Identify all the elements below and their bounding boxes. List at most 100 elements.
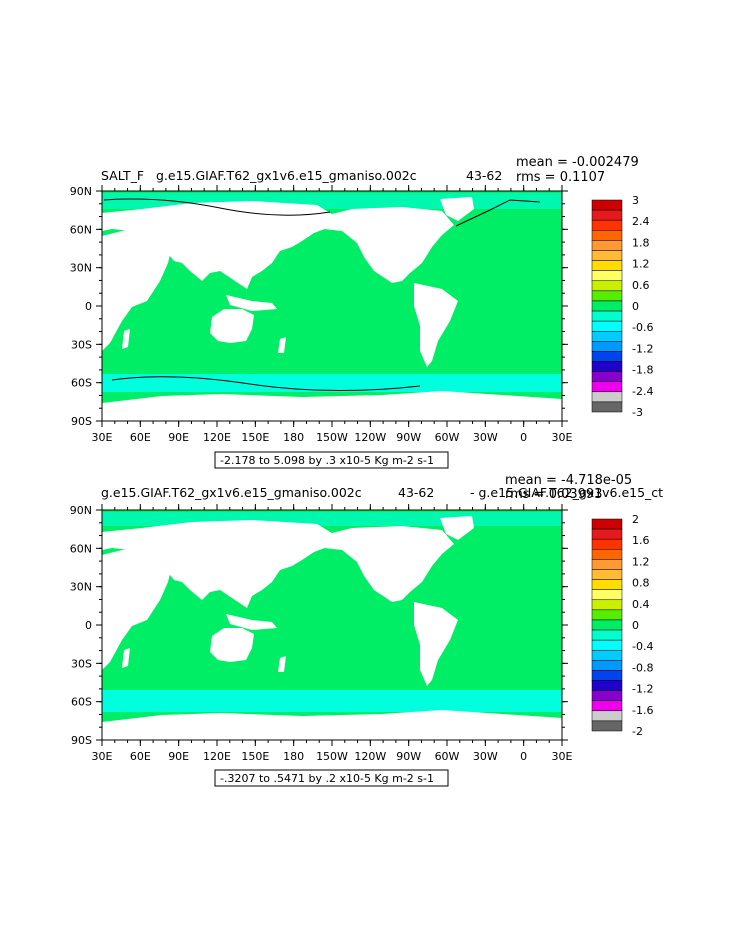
panel-2-range-box [214, 769, 449, 787]
colorbar-label: 1.6 [632, 534, 650, 547]
colorbar-label: -0.8 [632, 661, 653, 674]
panel-2-colorbar: 2 1.6 1.2 0.8 0.4 0 -0.4 -0.8 -1.2 -1.6 -2 [591, 513, 653, 738]
colorbar-swatch [591, 649, 623, 661]
colorbar-swatch [591, 599, 623, 611]
lon-tick-label: 60W [435, 431, 460, 444]
colorbar-swatch [591, 619, 623, 631]
colorbar-swatch [591, 589, 623, 601]
lon-tick-label: 150W [316, 431, 348, 444]
lon-tick-label: 0 [520, 750, 527, 763]
panel-2-arctic-band [102, 512, 562, 526]
colorbar-swatch [591, 260, 623, 271]
colorbar-label: -2.4 [632, 385, 653, 398]
panel-1-rms: rms = 0.1107 [516, 170, 605, 185]
colorbar-swatch [591, 361, 623, 372]
colorbar-label: 2.4 [632, 215, 650, 228]
lon-tick-label: 30W [473, 750, 498, 763]
lon-tick-label: 120W [354, 750, 386, 763]
colorbar-swatch [591, 639, 623, 651]
colorbar-label: -3 [632, 406, 643, 419]
panel-2-rms: rms = 0.03993 [505, 487, 602, 502]
lat-tick-label: 60N [70, 223, 92, 236]
panel-1-lat-ticks: 90N 60N 30N 0 30S 60S 90S [70, 185, 568, 428]
colorbar-swatch [591, 391, 623, 403]
panel-2-lat-ticks: 90N 60N 30N 0 30S 60S 90S [70, 504, 568, 747]
colorbar-swatch [591, 518, 623, 530]
colorbar-swatch [591, 670, 623, 681]
colorbar-label: -0.6 [632, 321, 653, 334]
colorbar-swatch [591, 609, 623, 621]
lon-tick-label: 180 [283, 750, 304, 763]
panel-1: SALT_F g.e15.GIAF.T62_gx1v6.e15_gmaniso.… [70, 155, 653, 469]
colorbar-swatch [591, 680, 623, 691]
lon-tick-label: 150E [241, 431, 269, 444]
colorbar-label: 1.2 [632, 555, 650, 568]
colorbar-swatch [591, 341, 623, 352]
panel-1-title-years: 43-62 [466, 168, 502, 183]
lon-tick-label: 90E [168, 431, 189, 444]
colorbar-swatch [591, 230, 623, 241]
lon-tick-label: 30E [92, 431, 113, 444]
colorbar-swatch [591, 710, 623, 722]
lon-tick-label: 30E [552, 431, 573, 444]
colorbar-swatch [591, 270, 623, 282]
lon-tick-label: 120W [354, 431, 386, 444]
lat-tick-label: 60S [71, 377, 92, 390]
panel-1-contours [103, 198, 541, 392]
colorbar-swatch [591, 199, 623, 211]
lat-tick-label: 90S [71, 415, 92, 428]
colorbar-swatch [591, 209, 623, 221]
colorbar-swatch [591, 569, 623, 580]
colorbar-label: 1.2 [632, 258, 650, 271]
lon-tick-label: 60E [130, 750, 151, 763]
colorbar-swatch [591, 720, 623, 732]
panel-1-title-main: g.e15.GIAF.T62_gx1v6.e15_gmaniso.002c [156, 168, 417, 183]
panel-2-title-main: g.e15.GIAF.T62_gx1v6.e15_gmaniso.002c [101, 485, 362, 500]
lat-tick-label: 0 [85, 300, 92, 313]
colorbar-swatch [591, 371, 623, 382]
colorbar-label: 0 [632, 619, 639, 632]
colorbar-swatch [591, 549, 623, 560]
colorbar-label: 3 [632, 194, 639, 207]
lon-tick-label: 60W [435, 750, 460, 763]
lon-tick-label: 90W [396, 750, 421, 763]
colorbar-swatch [591, 538, 623, 550]
panel-2-southern-band [102, 690, 562, 712]
lat-tick-label: 30S [71, 657, 92, 670]
panel-1-mean: mean = -0.002479 [516, 155, 639, 170]
lon-tick-label: 60E [130, 431, 151, 444]
lon-tick-label: 30E [92, 750, 113, 763]
panel-1-southern-band [102, 374, 562, 392]
colorbar-label: 1.8 [632, 236, 650, 249]
panel-2-range-label: -.3207 to .5471 by .2 x10-5 Kg m-2 s-1 [220, 772, 434, 785]
colorbar-swatch [591, 219, 623, 231]
lat-tick-label: 60S [71, 696, 92, 709]
colorbar-label: 0.8 [632, 577, 650, 590]
colorbar-swatch [591, 690, 623, 701]
panel-1-title-left: SALT_F [101, 168, 144, 183]
lat-tick-label: 30N [70, 581, 92, 594]
lat-tick-label: 30S [71, 338, 92, 351]
panel-2-mean: mean = -4.718e-05 [505, 473, 632, 488]
panel-2-lon-ticks: 30E 60E 90E 120E 150E 180 150W 120W 90W 60W 30W 0 30… [92, 504, 573, 763]
lat-tick-label: 60N [70, 542, 92, 555]
lon-tick-label: 90W [396, 431, 421, 444]
colorbar-label: -0.4 [632, 640, 653, 653]
lon-tick-label: 30W [473, 431, 498, 444]
lon-tick-label: 180 [283, 431, 304, 444]
colorbar-label: 0.6 [632, 279, 650, 292]
lon-tick-label: 150W [316, 750, 348, 763]
panel-2-map [101, 509, 563, 741]
lat-tick-label: 90N [70, 504, 92, 517]
lat-tick-label: 90S [71, 734, 92, 747]
colorbar-label: -2 [632, 725, 643, 738]
colorbar-label: 0.4 [632, 598, 650, 611]
colorbar-swatch [591, 700, 623, 712]
lon-tick-label: 150E [241, 750, 269, 763]
colorbar-swatch [591, 320, 623, 332]
colorbar-swatch [591, 310, 623, 322]
lat-tick-label: 90N [70, 185, 92, 198]
colorbar-swatch [591, 559, 623, 570]
colorbar-swatch [591, 290, 623, 302]
